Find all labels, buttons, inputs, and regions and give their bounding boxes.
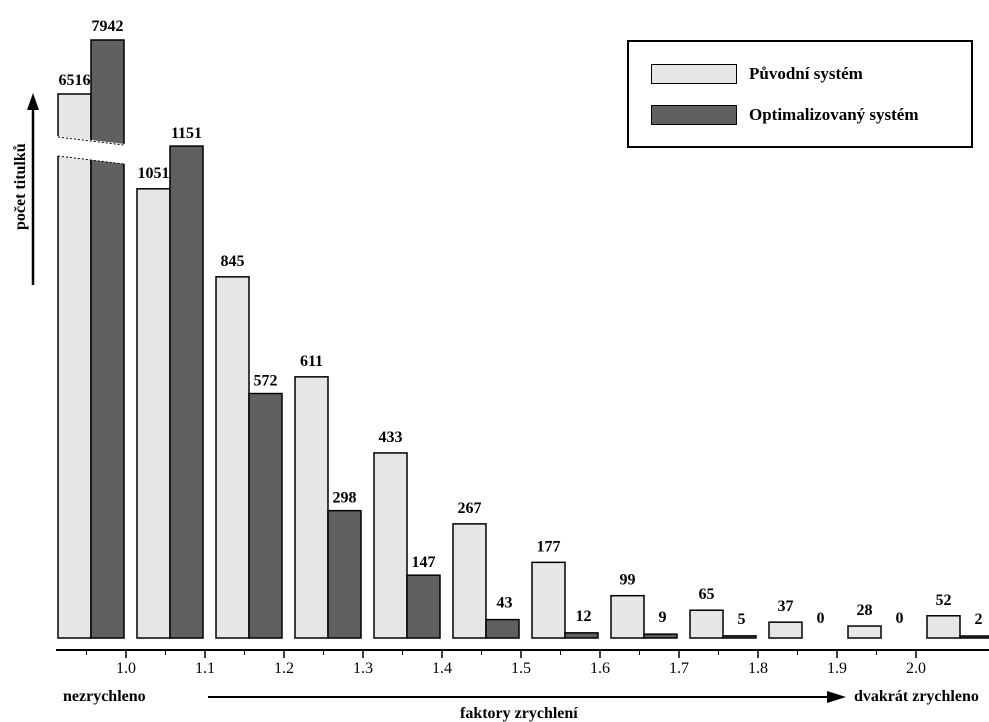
x-tick-label-1: 1.1 [195, 660, 215, 677]
value-label-original-2: 845 [221, 253, 245, 270]
x-tick-label-2: 1.2 [274, 660, 294, 677]
value-label-original-3: 611 [300, 353, 323, 370]
bar-optimized-6 [564, 632, 599, 639]
x-tick-label-3: 1.3 [353, 660, 373, 677]
value-label-optimized-2: 572 [254, 373, 278, 390]
x-tick-label-10: 2.0 [906, 660, 926, 677]
value-label-optimized-8: 5 [738, 611, 746, 628]
bar-original-9 [768, 621, 803, 639]
x-axis-label: faktory zrychlení [460, 705, 578, 722]
value-label-optimized-7: 9 [659, 609, 667, 626]
y-axis-label: počet titulků [12, 143, 29, 230]
x-tick-label-8: 1.8 [748, 660, 768, 677]
bars-group [57, 39, 989, 639]
bar-optimized-4 [406, 574, 441, 639]
value-label-optimized-4: 147 [412, 554, 436, 571]
x-tick-label-6: 1.6 [590, 660, 610, 677]
value-label-optimized-10: 0 [896, 610, 904, 627]
legend: Původní systém Optimalizovaný systém [627, 40, 973, 148]
legend-item-optimized: Optimalizovaný systém [651, 105, 919, 125]
value-label-original-5: 267 [458, 500, 482, 517]
axis-break-marker [57, 136, 125, 165]
value-label-original-11: 52 [936, 592, 952, 609]
axis-break-line-bottom [57, 155, 125, 165]
value-label-original-9: 37 [778, 598, 794, 615]
value-label-optimized-11: 2 [975, 611, 983, 628]
bar-original-5 [452, 523, 487, 639]
bar-original-6 [531, 561, 566, 639]
legend-label-optimized: Optimalizovaný systém [749, 105, 919, 124]
bar-original-0 [57, 93, 92, 639]
value-label-original-6: 177 [537, 538, 561, 555]
legend-swatch-optimized [651, 105, 737, 125]
value-label-original-8: 65 [699, 586, 715, 603]
bar-original-8 [689, 609, 724, 639]
value-label-original-1: 1051 [138, 165, 170, 182]
y-axis-arrowhead [27, 93, 39, 110]
bar-original-2 [215, 276, 250, 639]
bar-optimized-11 [959, 635, 989, 639]
value-label-original-4: 433 [379, 429, 403, 446]
value-label-original-0: 6516 [59, 72, 91, 89]
bar-original-1 [136, 188, 171, 639]
legend-item-original: Původní systém [651, 64, 863, 84]
x-ticks-group: 1.0 1.1 1.2 1.3 1.4 1.5 1.6 1.7 1.8 1.9 2.0 [86, 650, 926, 677]
value-label-original-7: 99 [620, 572, 636, 589]
x-end-label: dvakrát zrychleno [854, 688, 979, 705]
bar-optimized-3 [327, 509, 362, 639]
value-labels-group: 6516 7942 1051 1151 845 572 611 298 433 147 267 43 1… [59, 18, 983, 628]
bar-optimized-8 [722, 635, 757, 639]
legend-swatch-original [651, 64, 737, 84]
x-tick-label-0: 1.0 [116, 660, 136, 677]
bar-original-7 [610, 594, 645, 639]
bar-optimized-5 [485, 618, 520, 639]
value-label-optimized-9: 0 [817, 610, 825, 627]
value-label-optimized-5: 43 [497, 595, 513, 612]
bar-optimized-0 [90, 39, 125, 639]
x-tick-label-4: 1.4 [432, 660, 452, 677]
legend-label-original: Původní systém [749, 64, 863, 83]
axis-break-line-top [57, 136, 125, 146]
bar-original-11 [926, 615, 961, 639]
x-tick-label-9: 1.9 [827, 660, 847, 677]
bar-original-10 [847, 625, 882, 639]
bar-optimized-1 [169, 145, 204, 639]
value-label-optimized-3: 298 [333, 490, 357, 507]
x-tick-label-5: 1.5 [511, 660, 531, 677]
x-tick-label-7: 1.7 [669, 660, 689, 677]
axis-break-band [57, 136, 125, 164]
value-label-optimized-0: 7942 [92, 18, 124, 35]
x-axis-arrowhead [827, 691, 846, 703]
value-label-optimized-6: 12 [576, 608, 592, 625]
value-label-optimized-1: 1151 [171, 125, 202, 142]
value-label-original-10: 28 [857, 602, 873, 619]
bar-optimized-2 [248, 392, 283, 639]
bar-original-3 [294, 376, 329, 639]
bar-optimized-7 [643, 633, 678, 639]
bar-original-4 [373, 452, 408, 639]
x-start-label: nezrychleno [63, 688, 146, 705]
